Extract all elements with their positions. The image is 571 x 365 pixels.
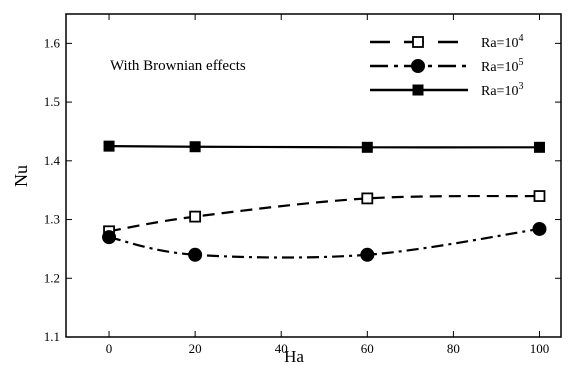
x-tick-label: 60 [361, 341, 374, 356]
legend-item-ra1e3: Ra=103 [370, 81, 523, 99]
data-point-ra1e4 [189, 210, 202, 223]
legend-marker [411, 59, 425, 73]
data-point-ra1e5 [360, 247, 375, 262]
y-tick-label: 1.3 [44, 212, 60, 227]
axis-ticks [66, 14, 561, 338]
data-point-ra1e4 [361, 192, 374, 205]
legend-label-exponent: 4 [518, 33, 523, 44]
series-ra1e4 [103, 190, 546, 238]
x-tick-label: 80 [447, 341, 460, 356]
y-tick-label: 1.6 [44, 35, 61, 50]
series-line-ra1e3 [109, 145, 540, 149]
legend-label: Ra=104 [481, 33, 523, 51]
y-tick-label: 1.2 [44, 270, 60, 285]
series-ra1e3 [103, 140, 545, 153]
y-tick-label: 1.5 [44, 94, 60, 109]
legend-label-base: Ra=10 [481, 36, 518, 51]
legend-label-exponent: 5 [518, 57, 523, 68]
data-point-ra1e5 [188, 247, 203, 262]
data-point-ra1e3 [189, 141, 201, 153]
legend-label-exponent: 3 [518, 81, 523, 92]
legend-label-base: Ra=10 [481, 84, 518, 99]
data-point-ra1e3 [103, 140, 115, 152]
series-line-ra1e4 [108, 194, 540, 233]
legend-item-ra1e5: Ra=105 [370, 57, 523, 75]
legend-marker [412, 84, 424, 96]
annotation-text: With Brownian effects [110, 58, 246, 74]
plot-frame [65, 13, 562, 338]
series-line-ra1e5 [108, 227, 540, 259]
legend-label-base: Ra=10 [481, 60, 518, 75]
x-tick-label: 20 [189, 341, 202, 356]
x-tick-label: 0 [106, 341, 113, 356]
legend-item-ra1e4: Ra=104 [370, 33, 523, 51]
data-point-ra1e5 [532, 221, 547, 236]
y-tick-label: 1.1 [44, 329, 60, 344]
x-axis-title: Ha [284, 347, 304, 365]
data-point-ra1e3 [533, 141, 545, 153]
legend-marker [412, 36, 424, 48]
legend-label: Ra=103 [481, 81, 523, 99]
series-layer [102, 140, 547, 262]
data-point-ra1e5 [102, 230, 117, 245]
series-ra1e5 [102, 221, 547, 262]
data-point-ra1e3 [361, 141, 373, 153]
y-tick-label: 1.4 [44, 153, 61, 168]
tick-labels: 0 20 40 60 80 100 1.1 1.2 1.3 1.4 1.5 1.6 [44, 35, 549, 356]
data-point-ra1e4 [533, 190, 546, 202]
x-tick-label: 40 [275, 341, 288, 356]
legend-label: Ra=105 [481, 57, 523, 75]
y-axis-title: Nu [11, 165, 31, 187]
x-tick-label: 100 [530, 341, 550, 356]
